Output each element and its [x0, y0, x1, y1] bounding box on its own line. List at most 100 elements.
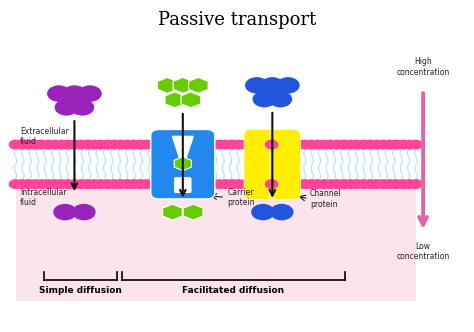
Circle shape — [95, 180, 107, 188]
Circle shape — [88, 180, 100, 188]
Circle shape — [265, 180, 278, 188]
Circle shape — [270, 204, 293, 220]
Circle shape — [233, 180, 245, 188]
Circle shape — [213, 180, 225, 188]
Circle shape — [16, 140, 28, 149]
Circle shape — [298, 180, 310, 188]
Circle shape — [47, 85, 71, 102]
Polygon shape — [174, 157, 191, 171]
Circle shape — [252, 180, 264, 188]
Circle shape — [147, 140, 160, 149]
Circle shape — [160, 140, 173, 149]
Circle shape — [410, 180, 422, 188]
Circle shape — [357, 180, 370, 188]
Circle shape — [337, 140, 350, 149]
Circle shape — [226, 180, 238, 188]
Circle shape — [187, 180, 199, 188]
Text: Facilitated diffusion: Facilitated diffusion — [182, 286, 284, 294]
Circle shape — [200, 180, 212, 188]
Polygon shape — [173, 136, 193, 163]
Circle shape — [128, 180, 140, 188]
Circle shape — [390, 180, 402, 188]
Circle shape — [187, 140, 199, 149]
Circle shape — [219, 180, 232, 188]
Circle shape — [377, 140, 389, 149]
Circle shape — [331, 140, 343, 149]
Circle shape — [305, 180, 317, 188]
Circle shape — [397, 140, 409, 149]
Circle shape — [36, 140, 48, 149]
Circle shape — [72, 204, 96, 220]
Circle shape — [75, 140, 87, 149]
Circle shape — [167, 140, 179, 149]
Circle shape — [357, 140, 370, 149]
Circle shape — [276, 77, 300, 94]
Circle shape — [252, 140, 264, 149]
Circle shape — [108, 180, 120, 188]
Circle shape — [279, 180, 291, 188]
FancyBboxPatch shape — [244, 129, 275, 199]
Circle shape — [298, 140, 310, 149]
Circle shape — [311, 140, 324, 149]
Circle shape — [154, 180, 166, 188]
Circle shape — [265, 140, 278, 149]
Circle shape — [9, 180, 22, 188]
Circle shape — [285, 180, 297, 188]
Circle shape — [101, 180, 114, 188]
Circle shape — [71, 99, 94, 116]
Circle shape — [154, 140, 166, 149]
Circle shape — [49, 140, 61, 149]
Circle shape — [23, 180, 35, 188]
Circle shape — [325, 180, 337, 188]
Circle shape — [239, 140, 252, 149]
Circle shape — [285, 140, 297, 149]
Circle shape — [69, 140, 81, 149]
Circle shape — [173, 180, 186, 188]
Circle shape — [121, 140, 133, 149]
Polygon shape — [189, 77, 208, 93]
Circle shape — [239, 180, 252, 188]
Circle shape — [114, 140, 127, 149]
Circle shape — [88, 140, 100, 149]
Circle shape — [259, 140, 271, 149]
Circle shape — [246, 180, 258, 188]
Circle shape — [351, 180, 363, 188]
Circle shape — [318, 140, 330, 149]
Circle shape — [226, 140, 238, 149]
Circle shape — [29, 140, 41, 149]
Circle shape — [269, 91, 292, 107]
Polygon shape — [157, 77, 177, 93]
Circle shape — [206, 180, 219, 188]
Circle shape — [121, 180, 133, 188]
Circle shape — [167, 180, 179, 188]
Circle shape — [9, 140, 22, 149]
Circle shape — [82, 180, 94, 188]
Circle shape — [364, 180, 376, 188]
Circle shape — [55, 140, 68, 149]
Text: High
concentration: High concentration — [397, 57, 450, 77]
Circle shape — [23, 140, 35, 149]
Circle shape — [383, 180, 396, 188]
Circle shape — [29, 180, 41, 188]
Polygon shape — [165, 92, 184, 108]
Circle shape — [337, 180, 350, 188]
Polygon shape — [183, 204, 203, 220]
Circle shape — [75, 180, 87, 188]
Circle shape — [251, 204, 275, 220]
Circle shape — [193, 140, 206, 149]
Circle shape — [160, 180, 173, 188]
Circle shape — [272, 140, 284, 149]
Circle shape — [180, 180, 192, 188]
Circle shape — [233, 140, 245, 149]
Circle shape — [311, 180, 324, 188]
Circle shape — [253, 91, 276, 107]
Circle shape — [213, 140, 225, 149]
Circle shape — [200, 140, 212, 149]
Text: Passive transport: Passive transport — [158, 11, 316, 29]
Circle shape — [331, 180, 343, 188]
Circle shape — [351, 140, 363, 149]
FancyBboxPatch shape — [175, 178, 191, 192]
Circle shape — [55, 99, 78, 116]
Circle shape — [42, 180, 55, 188]
Circle shape — [42, 140, 55, 149]
